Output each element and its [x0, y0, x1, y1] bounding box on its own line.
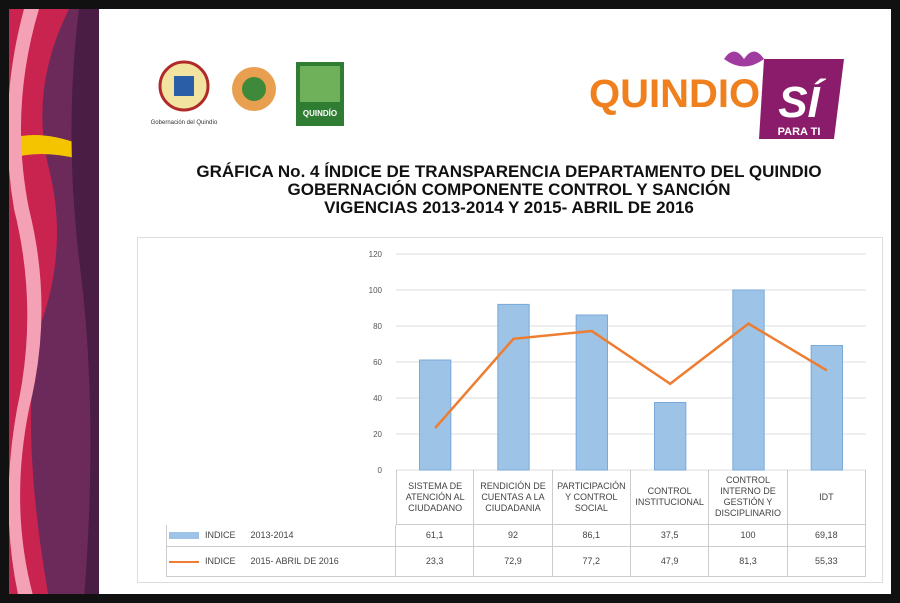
value-label: 61,1: [396, 525, 474, 547]
category-label: IDT: [788, 470, 866, 525]
legend-swatch: [169, 532, 199, 539]
category-label: SISTEMA DE ATENCIÓN AL CIUDADANO: [396, 470, 474, 525]
value-label: 77,2: [553, 547, 631, 577]
bar: [498, 304, 529, 470]
legend-label: INDICE 2013-2014: [205, 530, 294, 541]
value-label: 23,3: [396, 547, 474, 577]
legend-label: INDICE 2015- ABRIL DE 2016: [205, 556, 339, 567]
legend-cell: INDICE 2013-2014: [166, 525, 396, 547]
bar: [655, 403, 686, 471]
value-label: 55,33: [788, 547, 866, 577]
line: [435, 324, 827, 428]
y-tick-label: 60: [373, 358, 382, 367]
value-label: 37,5: [631, 525, 709, 547]
legend-swatch: [169, 561, 199, 563]
category-label: CONTROL INTERNO DE GESTIÓN Y DISCIPLINAR…: [709, 470, 787, 525]
value-label: 92: [474, 525, 552, 547]
y-tick-label: 20: [373, 430, 382, 439]
y-tick-label: 80: [373, 322, 382, 331]
value-label: 81,3: [709, 547, 787, 577]
bar: [733, 290, 764, 470]
value-label: 72,9: [474, 547, 552, 577]
category-label: RENDICIÓN DE CUENTAS A LA CIUDADANIA: [474, 470, 552, 525]
value-label: 86,1: [553, 525, 631, 547]
value-label: 100: [709, 525, 787, 547]
slide: Gobernación del Quindío QUINDÍO QUINDIO …: [0, 0, 900, 603]
y-tick-label: 0: [378, 466, 383, 475]
legend-cell: INDICE 2015- ABRIL DE 2016: [166, 547, 396, 577]
value-label: 47,9: [631, 547, 709, 577]
value-label: 69,18: [788, 525, 866, 547]
category-label: PARTICIPACIÓN Y CONTROL SOCIAL: [553, 470, 631, 525]
y-tick-label: 40: [373, 394, 382, 403]
y-tick-label: 120: [369, 250, 383, 259]
y-tick-label: 100: [369, 286, 383, 295]
category-label: CONTROL INSTITUCIONAL: [631, 470, 709, 525]
